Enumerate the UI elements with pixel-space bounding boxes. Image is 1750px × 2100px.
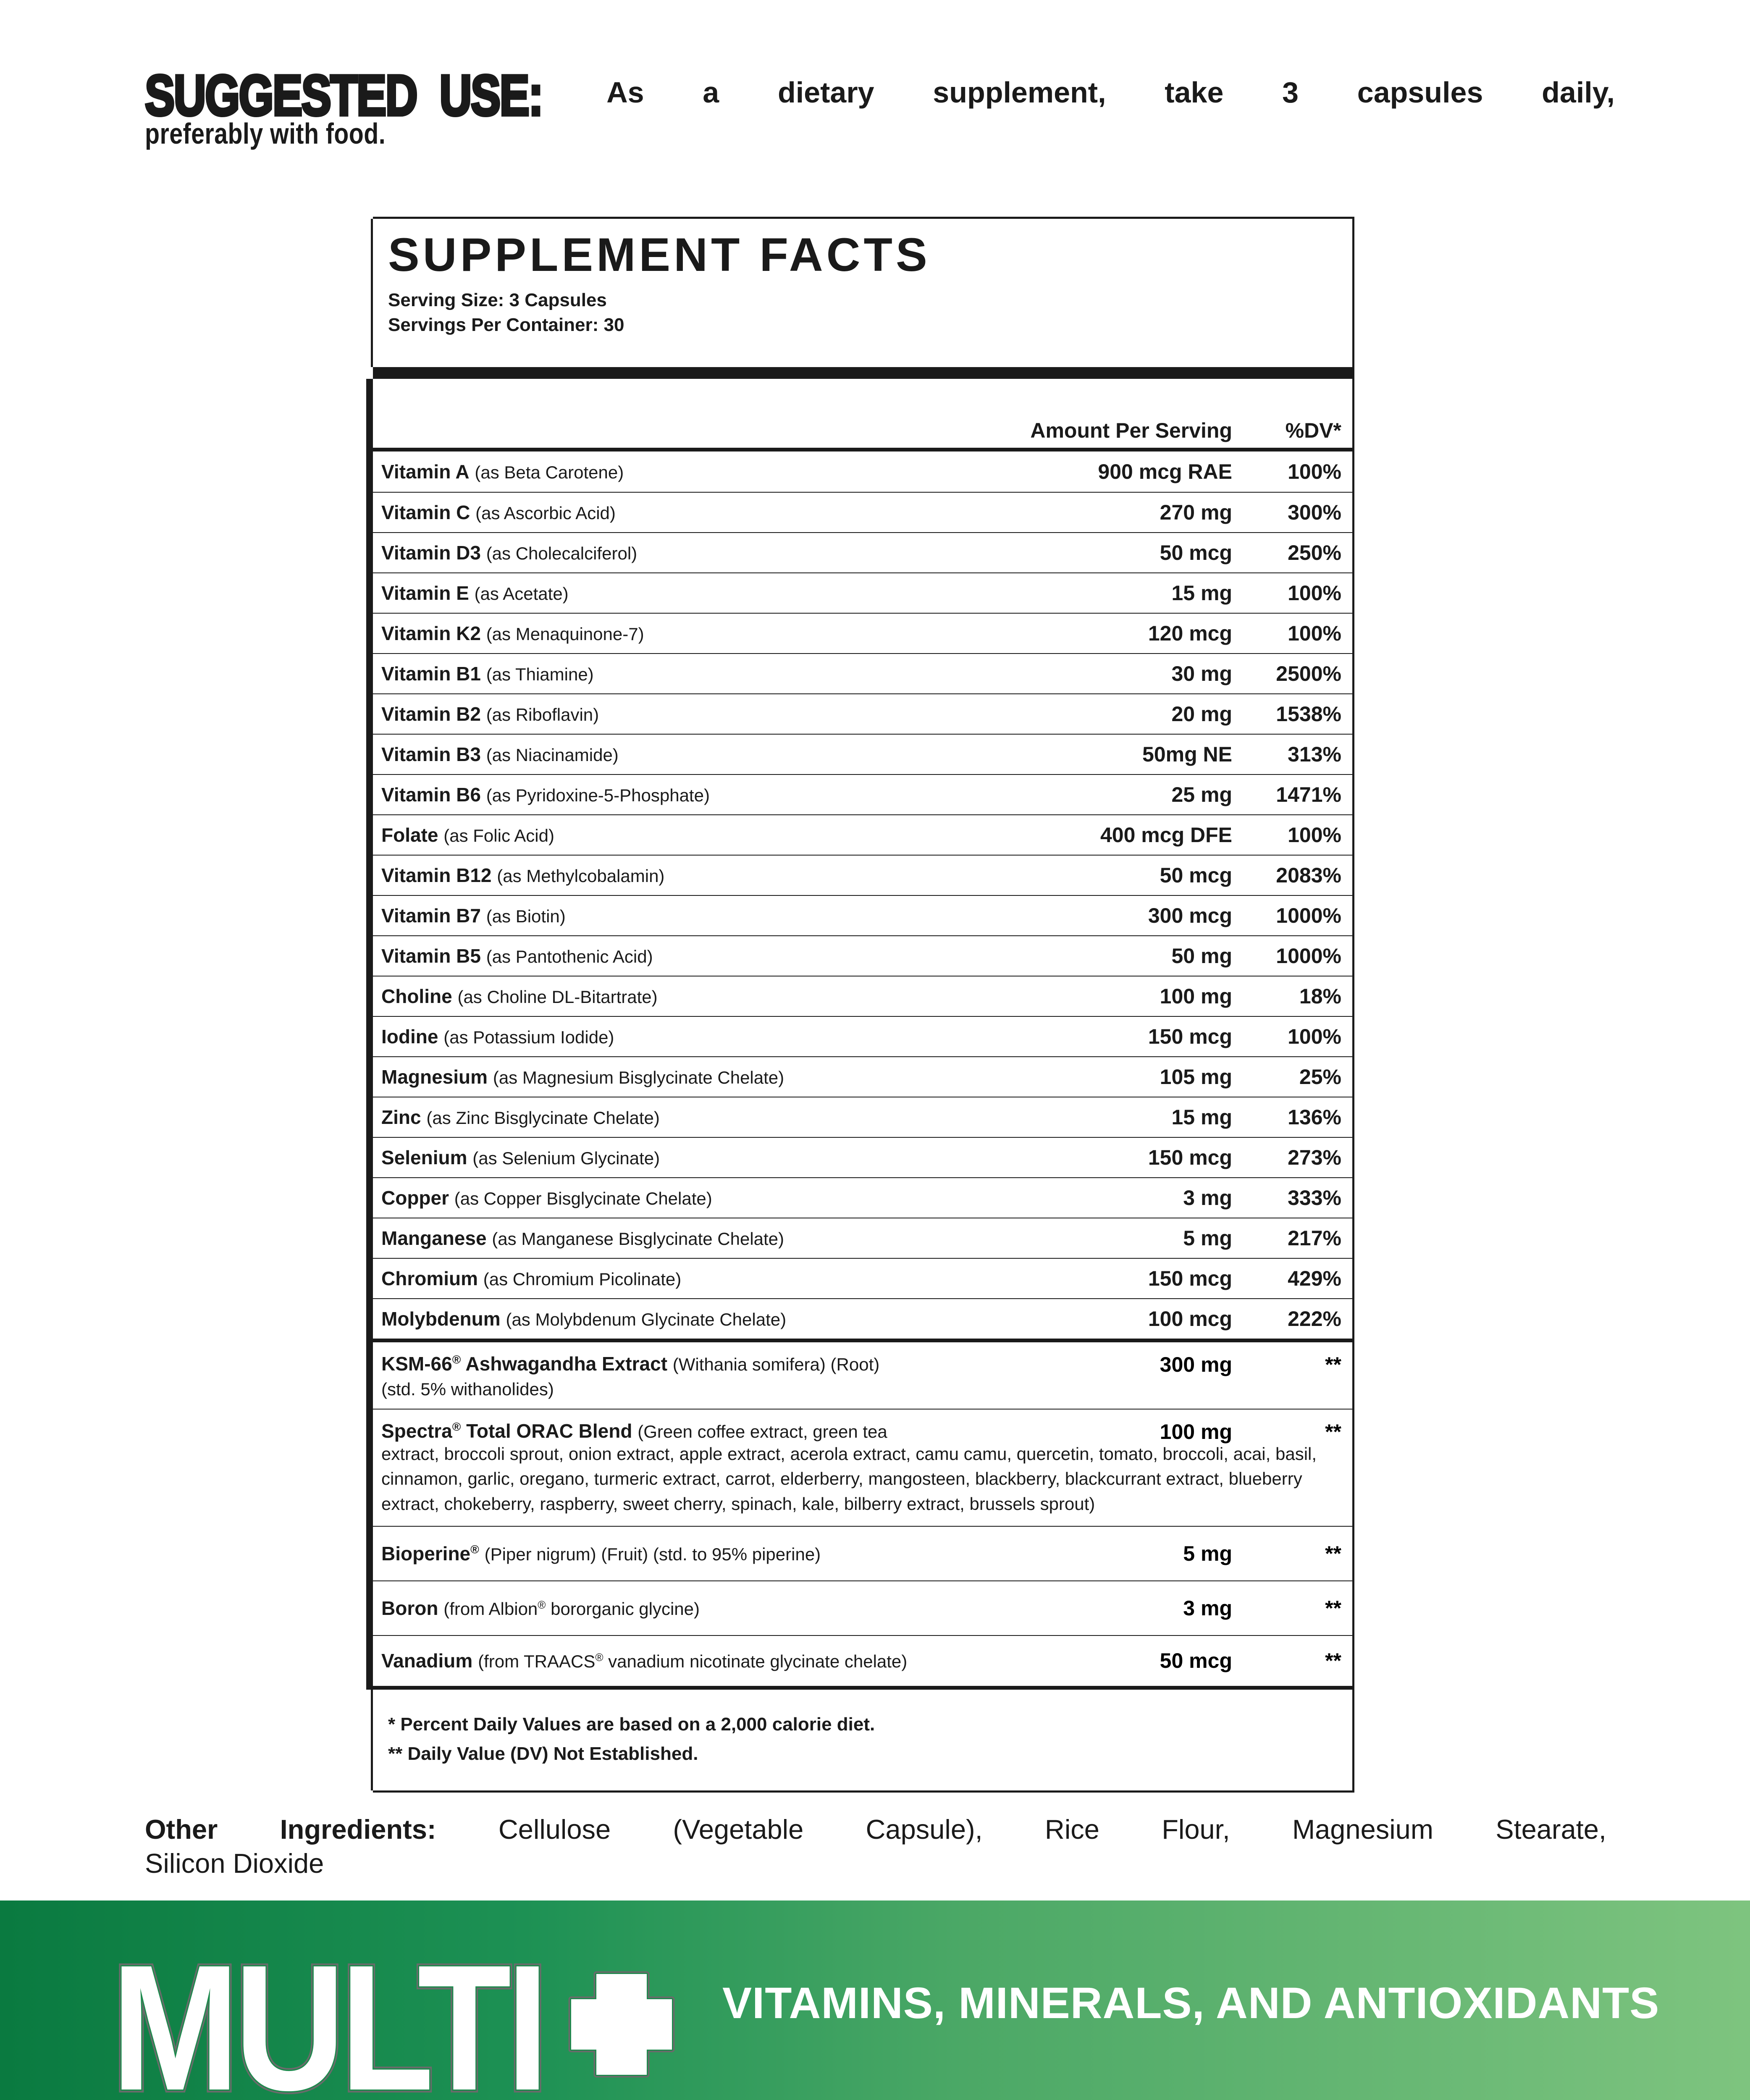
svg-text:VITAMINS, MINERALS, AND ANTIOX: VITAMINS, MINERALS, AND ANTIOXIDANTS <box>722 1979 1659 2028</box>
svg-text:MULTI: MULTI <box>111 1928 544 2100</box>
